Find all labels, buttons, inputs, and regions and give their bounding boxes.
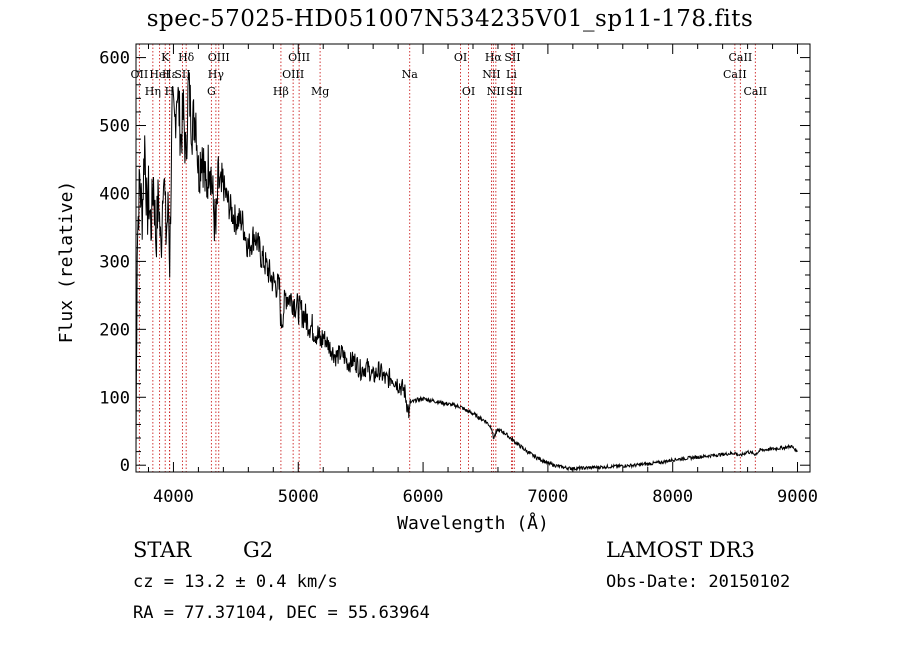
line-label: Hη (145, 85, 161, 98)
x-tick-label: 7000 (527, 487, 568, 507)
ra-dec: RA = 77.37104, DEC = 55.63964 (133, 603, 430, 623)
line-label: OIII (208, 51, 230, 64)
chart-title: spec-57025-HD051007N534235V01_sp11-178.f… (146, 6, 754, 32)
line-label: NII (487, 85, 505, 98)
line-label: OI (454, 51, 467, 64)
y-tick-label: 200 (99, 320, 130, 340)
x-tick-label: 5000 (278, 487, 319, 507)
spectrum-series (135, 72, 798, 472)
line-label: Hδ (178, 51, 195, 64)
redshift-cz: cz = 13.2 ± 0.4 km/s (133, 572, 338, 592)
line-label: Li (506, 68, 517, 81)
line-label: NII (482, 68, 500, 81)
x-tick-label: 6000 (403, 487, 444, 507)
line-label: CaII (743, 85, 767, 98)
line-label: CaII (723, 68, 747, 81)
line-label: OIII (288, 51, 310, 64)
line-label: G (207, 85, 216, 98)
y-tick-label: 500 (99, 117, 130, 137)
x-tick-label: 8000 (652, 487, 693, 507)
spectrum-line (135, 72, 798, 472)
line-label: HeI (149, 68, 169, 81)
line-label: H (165, 85, 175, 98)
line-label: Na (402, 68, 419, 81)
obs-date: Obs-Date: 20150102 (606, 572, 791, 592)
line-label: Hε (162, 68, 178, 81)
line-label: Hβ (273, 85, 289, 98)
line-label: SII (504, 51, 520, 64)
line-label: K (161, 51, 170, 64)
line-label: OIII (282, 68, 304, 81)
y-tick-label: 600 (99, 49, 130, 69)
x-axis-label: Wavelength (Å) (397, 512, 549, 534)
line-markers (138, 44, 756, 472)
line-label: SII (174, 68, 190, 81)
y-tick-label: 0 (120, 456, 130, 476)
line-label: Hγ (208, 68, 225, 81)
plot-frame (135, 43, 811, 473)
object-class: STAR (133, 538, 192, 562)
x-tick-label: 4000 (153, 487, 194, 507)
y-tick-label: 100 (99, 388, 130, 408)
axes: 4000 5000 6000 7000 8000 9000 0 100 200 300 400 500… (56, 43, 818, 534)
x-tick-label: 9000 (777, 487, 818, 507)
y-tick-label: 400 (99, 184, 130, 204)
line-label: SII (506, 85, 522, 98)
y-axis-label: Flux (relative) (56, 181, 77, 344)
line-label: OII (131, 68, 149, 81)
subclass: G2 (243, 538, 274, 562)
line-label: Mg (311, 85, 329, 98)
line-label: Hα (485, 51, 503, 64)
survey-name: LAMOST DR3 (606, 538, 755, 562)
y-tick-label: 300 (99, 252, 130, 272)
line-label: OI (462, 85, 475, 98)
line-label: CaII (729, 51, 753, 64)
